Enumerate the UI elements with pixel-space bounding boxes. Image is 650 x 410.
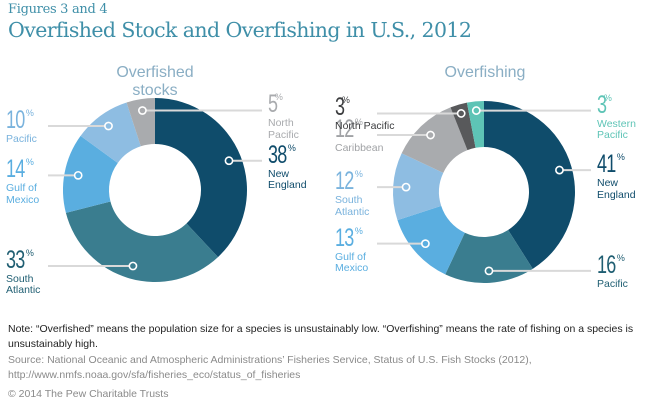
slice-gulf-of-mexico (62, 135, 118, 213)
slice-value: 14 (6, 155, 25, 184)
donut-overfishing (377, 101, 591, 283)
slice-value: 3 (597, 90, 607, 119)
percent-sign: % (341, 95, 350, 106)
slice-name: Pacific (6, 132, 37, 145)
slice-name: Western Pacific (597, 117, 636, 142)
slice-caribbean (401, 107, 468, 173)
copyright-text: © 2014 The Pew Charitable Trusts (8, 388, 169, 400)
slice-south-atlantic (392, 153, 444, 221)
slice-pacific (80, 102, 141, 163)
slice-name: North Pacific (268, 117, 299, 141)
percent-sign: % (354, 169, 363, 180)
slice-name: North Pacific (335, 120, 395, 133)
slice-value: 10 (6, 105, 25, 134)
percent-sign: % (274, 92, 283, 103)
slice-marker (484, 266, 494, 276)
slice-label: 12% Caribbean (335, 117, 383, 155)
slice-marker (224, 156, 234, 166)
slice-name: New England (268, 167, 307, 192)
slice-value: 38 (268, 140, 287, 169)
slice-marker (421, 239, 430, 249)
slice-name: New England (597, 177, 636, 201)
slice-name: Pacific (597, 277, 628, 290)
slice-label: 41% New England (597, 152, 645, 201)
slice-new-england (484, 101, 575, 269)
slice-label: 33% South Atlantic (6, 245, 54, 297)
slice-gulf-of-mexico (397, 205, 465, 275)
slice-value: 12 (335, 115, 354, 144)
chart-title-overfishing: Overfishing (444, 64, 526, 81)
percent-sign: % (616, 152, 625, 163)
slice-name: Caribbean (335, 142, 384, 155)
slice-marker (456, 109, 466, 118)
slice-label: 14% Gulf of Mexico (6, 157, 54, 206)
slice-south-atlantic (65, 201, 218, 282)
slice-name: Gulf of Mexico (335, 250, 369, 275)
slice-name: South Atlantic (335, 194, 370, 218)
slice-label: 5% North Pacific (268, 92, 316, 141)
note-text: Note: “Overfished” means the population … (8, 323, 634, 350)
slice-value: 12 (335, 167, 354, 196)
percent-sign: % (25, 157, 34, 168)
slice-marker (401, 182, 411, 192)
slice-label: 10% Pacific (6, 105, 40, 146)
slice-label: 16% Pacific (597, 250, 631, 291)
slice-north-pacific (450, 102, 476, 151)
slice-new-england (155, 98, 248, 258)
donut-overfished-stocks (48, 98, 262, 282)
slice-label: 13% Gulf of Mexico (335, 223, 383, 275)
percent-sign: % (616, 252, 625, 263)
percent-sign: % (25, 107, 34, 118)
slice-marker (471, 106, 481, 115)
slice-value: 5 (268, 90, 278, 119)
figure-label: Figures 3 and 4 (8, 2, 108, 17)
slice-label: 38% New England (268, 140, 316, 192)
source-text: Source: National Oceanic and Atmospheric… (8, 354, 532, 381)
page-title: Overfished Stock and Overfishing in U.S.… (8, 18, 472, 42)
chart-title-overfished: Overfished stocks (116, 64, 194, 99)
slice-name: South Atlantic (6, 272, 41, 297)
percent-sign: % (603, 92, 612, 103)
slice-value: 41 (597, 150, 616, 179)
slice-marker (555, 165, 564, 175)
percent-sign: % (354, 225, 363, 236)
slice-marker (104, 121, 113, 131)
percent-sign: % (287, 142, 296, 153)
slice-pacific (445, 229, 533, 283)
slice-value: 33 (6, 245, 25, 274)
slice-name: Gulf of Mexico (6, 182, 40, 206)
percent-sign: % (354, 117, 363, 128)
slice-value: 3 (335, 93, 345, 122)
slice-marker (426, 130, 435, 140)
slice-marker (128, 261, 138, 271)
donut-charts (48, 98, 591, 283)
slice-value: 13 (335, 223, 354, 252)
slice-value: 16 (597, 250, 616, 279)
slice-marker (73, 170, 83, 180)
slice-label: 12% South Atlantic (335, 169, 383, 218)
slice-label: 3% North Pacific (335, 95, 395, 133)
slice-marker (138, 106, 147, 115)
percent-sign: % (25, 247, 34, 258)
slice-label: 3% Western Pacific (597, 90, 645, 142)
